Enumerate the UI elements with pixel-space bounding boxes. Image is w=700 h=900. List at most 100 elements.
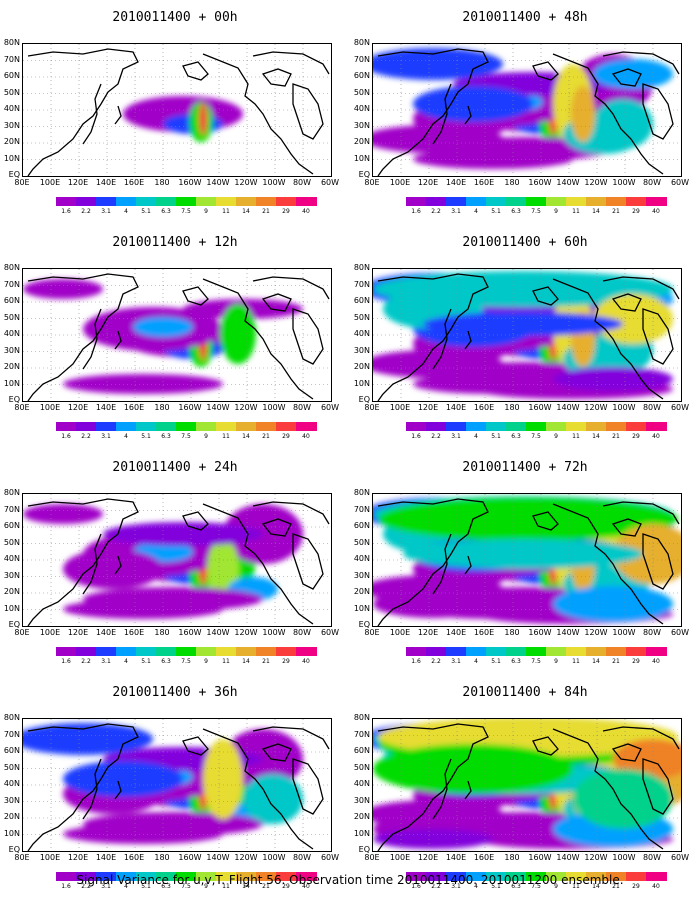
longitude-label: 140W bbox=[556, 853, 580, 862]
latitude-label: 50N bbox=[3, 537, 20, 547]
colorbar-label: 29 bbox=[282, 883, 290, 890]
colorbar-label: 4 bbox=[474, 883, 478, 890]
coastline bbox=[464, 105, 472, 125]
variance-contour bbox=[199, 103, 207, 135]
map-canvas bbox=[373, 269, 681, 401]
coastline bbox=[642, 83, 674, 140]
colorbar-swatch bbox=[406, 422, 427, 431]
longitude-label: 160W bbox=[528, 403, 552, 412]
latitude-label: 10N bbox=[353, 603, 370, 613]
colorbar-swatch bbox=[156, 872, 177, 881]
colorbar-swatch bbox=[176, 422, 197, 431]
colorbar-label: 21 bbox=[262, 208, 270, 215]
coastline bbox=[252, 51, 330, 75]
latitude-label: 80N bbox=[353, 713, 370, 722]
colorbar-swatch bbox=[566, 422, 587, 431]
longitude-label: 120E bbox=[417, 403, 439, 412]
colorbar-label: 9 bbox=[554, 883, 558, 890]
latitude-label: 70N bbox=[353, 54, 370, 64]
coastline bbox=[252, 276, 330, 300]
colorbar-label: 40 bbox=[652, 208, 660, 215]
colorbar-label: 3.1 bbox=[451, 658, 461, 665]
coastline bbox=[611, 743, 642, 762]
colorbar-swatch bbox=[136, 872, 157, 881]
longitude-label: 60W bbox=[670, 628, 690, 637]
longitude-label: 100W bbox=[612, 853, 636, 862]
variance-contour bbox=[133, 317, 193, 337]
colorbar-label: 21 bbox=[612, 658, 620, 665]
colorbar-label: 4 bbox=[124, 658, 128, 665]
colorbar-label: 2.2 bbox=[431, 658, 441, 665]
variance-contour bbox=[103, 522, 263, 546]
latitude-label: 50N bbox=[3, 312, 20, 322]
coastline bbox=[261, 743, 292, 762]
longitude-label: 160W bbox=[528, 853, 552, 862]
longitude-label: 140W bbox=[556, 178, 580, 187]
longitude-label: 180 bbox=[154, 853, 170, 862]
colorbar-swatch bbox=[196, 647, 217, 656]
colorbar-swatch bbox=[216, 422, 237, 431]
colorbar-swatch bbox=[136, 422, 157, 431]
colorbar-swatch bbox=[76, 422, 97, 431]
colorbar-swatch bbox=[626, 872, 647, 881]
colorbar-swatch bbox=[406, 197, 427, 206]
colorbar-swatch bbox=[56, 422, 77, 431]
colorbar-label: 21 bbox=[262, 658, 270, 665]
colorbar-label: 3.1 bbox=[101, 883, 111, 890]
longitude-label: 60W bbox=[670, 403, 690, 412]
colorbar-swatch bbox=[486, 872, 507, 881]
colorbar-swatch bbox=[196, 872, 217, 881]
panel-title: 2010011400 + 00h bbox=[112, 10, 238, 25]
colorbar-label: 7.5 bbox=[531, 658, 541, 665]
latitude-label: 40N bbox=[3, 554, 20, 563]
latitude-label: 40N bbox=[3, 104, 20, 113]
longitude-label: 160W bbox=[528, 628, 552, 637]
colorbar-label: 7.5 bbox=[181, 658, 191, 665]
latitude-label: 10N bbox=[3, 828, 20, 838]
variance-contour bbox=[373, 590, 493, 618]
latitude-label: 30N bbox=[3, 345, 20, 355]
latitude-label: 80N bbox=[353, 263, 370, 272]
latitude-label: 20N bbox=[3, 587, 20, 596]
colorbar-swatch bbox=[276, 197, 297, 206]
longitude-label: 140W bbox=[206, 403, 230, 412]
panel-title: 2010011400 + 48h bbox=[462, 10, 588, 25]
latitude-label: 50N bbox=[353, 312, 370, 322]
variance-contour bbox=[373, 125, 503, 153]
colorbar-label: 29 bbox=[632, 658, 640, 665]
variance-map bbox=[22, 493, 332, 627]
colorbar-swatch bbox=[566, 197, 587, 206]
colorbar-label: 11 bbox=[222, 433, 230, 440]
longitude-label: 180 bbox=[154, 178, 170, 187]
colorbar-swatch bbox=[236, 197, 257, 206]
colorbar-label: 6.3 bbox=[161, 658, 171, 665]
variance-contour bbox=[403, 539, 643, 569]
longitude-label: 160W bbox=[178, 853, 202, 862]
colorbar-swatch bbox=[216, 197, 237, 206]
colorbar-swatch bbox=[626, 422, 647, 431]
colorbar-label: 11 bbox=[572, 658, 580, 665]
colorbar-label: 1.6 bbox=[61, 658, 71, 665]
coastline bbox=[27, 723, 139, 851]
colorbar-swatch bbox=[566, 872, 587, 881]
colorbar-swatch bbox=[76, 647, 97, 656]
latitude-label: 40N bbox=[3, 779, 20, 788]
coastline bbox=[611, 68, 642, 87]
forecast-panel: 2010011400 + 12h 80N 70N 60N 50N 40N 30N 20N 10N… bbox=[0, 225, 350, 450]
colorbar-swatch bbox=[586, 197, 607, 206]
colorbar-label: 3.1 bbox=[101, 658, 111, 665]
coastline bbox=[532, 61, 559, 81]
colorbar-label: 5.1 bbox=[141, 883, 151, 890]
variance-contour bbox=[83, 812, 263, 836]
longitude-label: 160E bbox=[123, 403, 145, 412]
colorbar-swatch bbox=[116, 872, 137, 881]
colorbar-label: 7.5 bbox=[181, 208, 191, 215]
colorbar-swatch bbox=[646, 197, 667, 206]
colorbar-swatch bbox=[606, 872, 627, 881]
coastline bbox=[202, 728, 314, 850]
longitude-label: 100E bbox=[39, 853, 61, 862]
colorbar-label: 14 bbox=[592, 658, 600, 665]
coastline bbox=[642, 533, 674, 590]
colorbar-swatch bbox=[446, 197, 467, 206]
colorbar-label: 4 bbox=[124, 433, 128, 440]
